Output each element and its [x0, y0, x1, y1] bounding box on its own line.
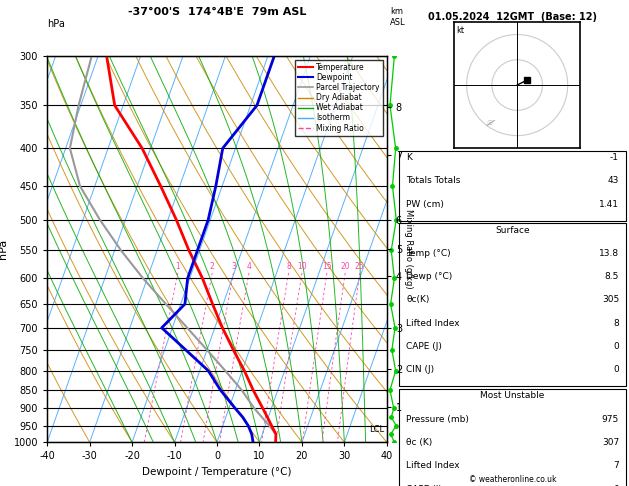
Bar: [399, 223, 626, 386]
Text: Most Unstable: Most Unstable: [481, 391, 545, 400]
X-axis label: Dewpoint / Temperature (°C): Dewpoint / Temperature (°C): [142, 467, 292, 477]
Text: kt: kt: [457, 26, 465, 35]
Text: 13.8: 13.8: [599, 249, 619, 258]
Text: 975: 975: [602, 415, 619, 424]
Text: LCL: LCL: [370, 425, 385, 434]
Text: © weatheronline.co.uk: © weatheronline.co.uk: [469, 474, 557, 484]
Text: 01.05.2024  12GMT  (Base: 12): 01.05.2024 12GMT (Base: 12): [428, 12, 597, 22]
Y-axis label: Mixing Ratio (g/kg): Mixing Ratio (g/kg): [404, 209, 413, 289]
Y-axis label: hPa: hPa: [0, 239, 8, 259]
Text: 25: 25: [355, 262, 365, 271]
Text: Pressure (mb): Pressure (mb): [406, 415, 469, 424]
Text: 2: 2: [210, 262, 214, 271]
Text: 4: 4: [247, 262, 252, 271]
Text: Lifted Index: Lifted Index: [406, 319, 460, 328]
Text: CAPE (J): CAPE (J): [406, 485, 442, 486]
Text: 0: 0: [613, 485, 619, 486]
Text: 8: 8: [286, 262, 291, 271]
Legend: Temperature, Dewpoint, Parcel Trajectory, Dry Adiabat, Wet Adiabat, Isotherm, Mi: Temperature, Dewpoint, Parcel Trajectory…: [295, 60, 383, 136]
Text: -37°00'S  174°4B'E  79m ASL: -37°00'S 174°4B'E 79m ASL: [128, 7, 306, 17]
Text: CAPE (J): CAPE (J): [406, 342, 442, 351]
Text: 0: 0: [613, 342, 619, 351]
Text: 307: 307: [602, 438, 619, 447]
Text: Temp (°C): Temp (°C): [406, 249, 451, 258]
Bar: [399, 389, 626, 486]
Text: 1.41: 1.41: [599, 200, 619, 209]
Text: ☉: ☉: [487, 121, 493, 126]
Text: 7: 7: [613, 461, 619, 470]
Text: θᴄ(K): θᴄ(K): [406, 295, 430, 305]
Text: 10: 10: [297, 262, 307, 271]
Text: 20: 20: [340, 262, 350, 271]
Text: hPa: hPa: [47, 19, 65, 29]
Text: 0: 0: [613, 365, 619, 375]
Bar: [399, 151, 626, 221]
Text: PW (cm): PW (cm): [406, 200, 444, 209]
Text: 3: 3: [231, 262, 236, 271]
Text: Surface: Surface: [495, 226, 530, 235]
Text: 1: 1: [175, 262, 181, 271]
Text: 8.5: 8.5: [604, 272, 619, 281]
Text: km
ASL: km ASL: [390, 7, 406, 27]
Text: K: K: [406, 153, 412, 162]
Text: Lifted Index: Lifted Index: [406, 461, 460, 470]
Text: 8: 8: [613, 319, 619, 328]
Text: Totals Totals: Totals Totals: [406, 176, 460, 186]
Text: -1: -1: [610, 153, 619, 162]
Text: 15: 15: [322, 262, 331, 271]
Text: θᴄ (K): θᴄ (K): [406, 438, 433, 447]
Text: CIN (J): CIN (J): [406, 365, 435, 375]
Text: 43: 43: [608, 176, 619, 186]
Text: 305: 305: [602, 295, 619, 305]
Text: Dewp (°C): Dewp (°C): [406, 272, 452, 281]
